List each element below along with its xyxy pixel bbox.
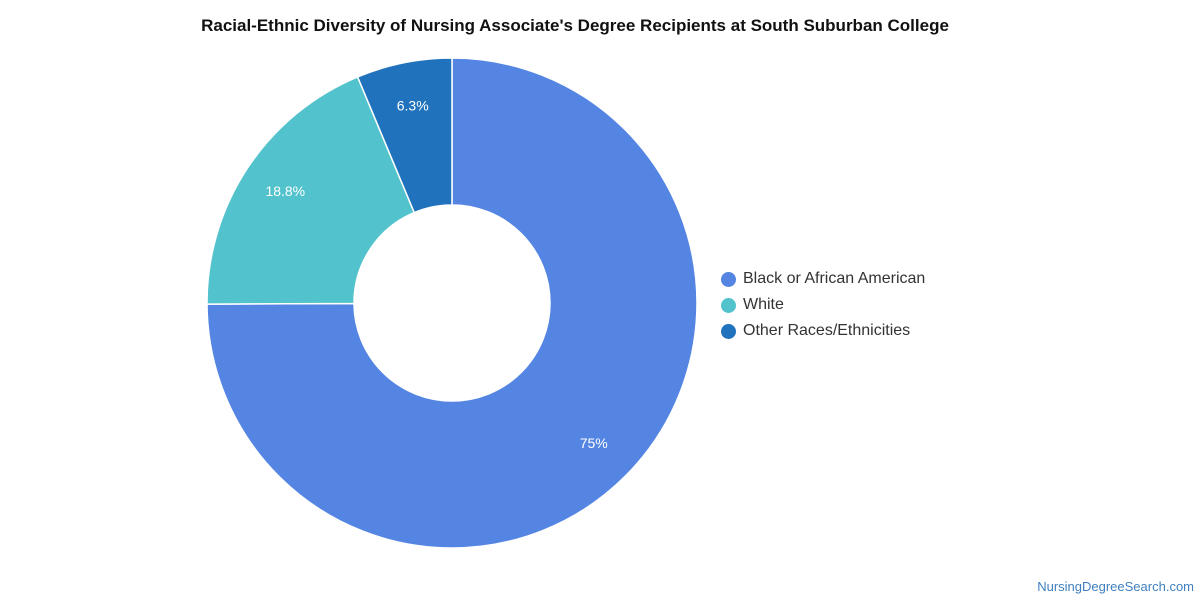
legend-item-black-or-african-american[interactable]: Black or African American (721, 266, 925, 292)
legend-item-other-races-ethnicities[interactable]: Other Races/Ethnicities (721, 318, 925, 344)
chart-title: Racial-Ethnic Diversity of Nursing Assoc… (201, 16, 949, 35)
legend-label: White (743, 296, 784, 313)
donut-slice-other-races-ethnicities[interactable] (356, 57, 453, 214)
legend-swatch (721, 297, 736, 313)
slice-labels: 75% 18.8% 6.3% (265, 98, 607, 451)
legend-item-white[interactable]: White (721, 292, 925, 318)
donut-slice-white[interactable] (206, 75, 416, 305)
donut-slices (206, 57, 698, 549)
watermark-link[interactable]: NursingDegreeSearch.com (1037, 579, 1194, 594)
slice-data-label: 6.3% (397, 98, 429, 114)
legend-swatch (721, 323, 736, 339)
slice-data-label: 75% (580, 435, 608, 451)
chart-legend: Black or African American White Other Ra… (721, 266, 925, 344)
legend-label: Other Races/Ethnicities (743, 322, 911, 339)
slice-data-label: 18.8% (265, 183, 305, 199)
donut-slice-black-or-african-american[interactable] (206, 57, 698, 549)
legend-swatch (721, 271, 736, 287)
legend-label: Black or African American (743, 270, 926, 287)
